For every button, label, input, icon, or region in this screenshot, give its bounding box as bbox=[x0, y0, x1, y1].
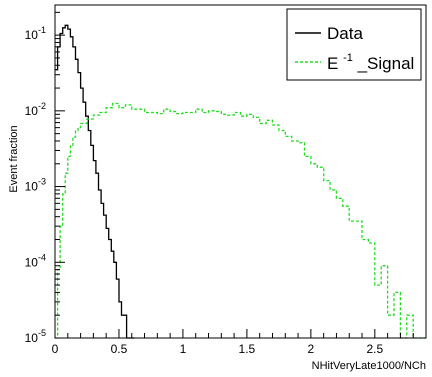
y-tick-label: 10-1 bbox=[25, 25, 46, 42]
x-axis-title: NHitVeryLate1000/NCh bbox=[312, 360, 426, 372]
x-tick-label: 2.5 bbox=[366, 342, 383, 356]
x-tick-label: 1 bbox=[180, 342, 187, 356]
y-tick-base: 10 bbox=[25, 28, 39, 42]
y-tick-exp: -1 bbox=[38, 25, 46, 35]
x-tick-label: 2 bbox=[308, 342, 315, 356]
legend-box bbox=[286, 8, 422, 81]
y-tick-exp: -3 bbox=[38, 177, 46, 187]
series-signal-line bbox=[55, 102, 426, 339]
y-tick-label: 10-4 bbox=[25, 252, 46, 269]
y-tick-exp: -4 bbox=[38, 252, 46, 262]
y-tick-base: 10 bbox=[25, 255, 39, 269]
series-layer bbox=[55, 24, 426, 339]
legend-signal-sup: -1 bbox=[343, 52, 353, 64]
y-tick-label: 10-3 bbox=[25, 177, 46, 194]
y-tick-base: 10 bbox=[25, 180, 39, 194]
y-tick-exp: -5 bbox=[38, 328, 46, 338]
legend: Data E -1 _Signal bbox=[286, 8, 422, 81]
y-tick-base: 10 bbox=[25, 104, 39, 118]
legend-label-data: Data bbox=[327, 24, 363, 43]
plot-frame bbox=[54, 4, 427, 339]
y-tick-exp: -2 bbox=[38, 101, 46, 111]
y-axis: 10-510-410-310-210-1 bbox=[25, 11, 65, 345]
x-tick-label: 0.5 bbox=[111, 342, 128, 356]
legend-label-signal: E -1 _Signal bbox=[327, 46, 414, 73]
legend-signal-base: E bbox=[327, 54, 338, 73]
x-tick-label: 1.5 bbox=[239, 342, 256, 356]
y-tick-base: 10 bbox=[25, 331, 39, 345]
x-axis: 0 0.5 1 1.5 2 2.5 bbox=[52, 329, 414, 356]
y-tick-label: 10-5 bbox=[25, 328, 46, 345]
legend-signal-tail: _Signal bbox=[357, 54, 415, 73]
x-tick-label: 0 bbox=[52, 342, 59, 356]
series-data-line bbox=[55, 24, 135, 339]
y-axis-title: Event fraction bbox=[8, 125, 20, 192]
y-tick-label: 10-2 bbox=[25, 101, 46, 118]
